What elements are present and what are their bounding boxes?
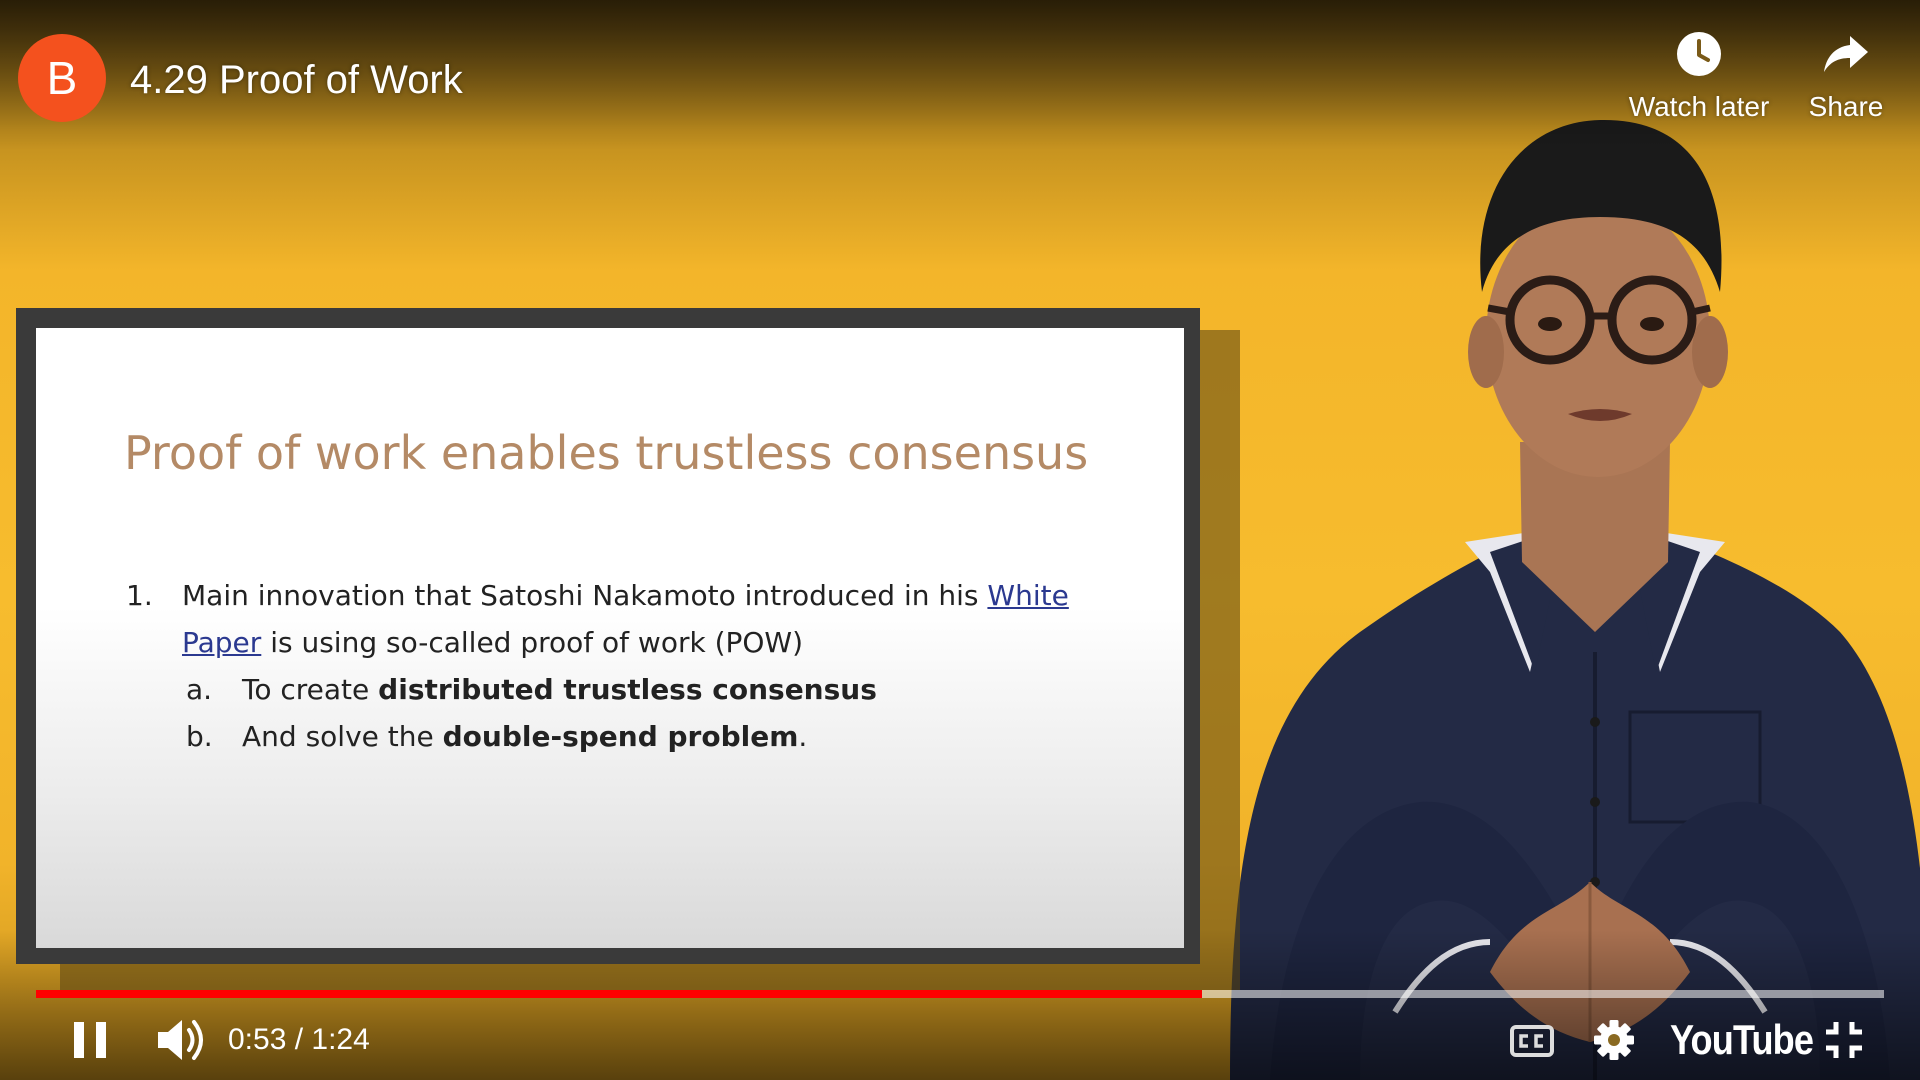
time-separator: / [286,1023,312,1056]
video-title[interactable]: 4.29 Proof of Work [130,58,463,102]
list-letter: b. [186,720,213,753]
closed-captions-icon [1510,1025,1554,1057]
top-gradient-overlay [0,0,1920,150]
list-item-text: Main innovation that Satoshi Nakamoto in… [182,579,988,612]
list-number: 1. [126,579,153,612]
play-pause-button[interactable] [66,1010,116,1070]
list-subitem: b. And solve the double-spend problem. [126,713,1126,760]
list-subitem-suffix: . [798,720,808,753]
clock-icon [1677,32,1721,76]
youtube-logo[interactable]: YouTube [1670,1016,1814,1063]
list-subitem-text: And solve the [242,720,443,753]
presentation-slide: Proof of work enables trustless consensu… [36,328,1184,948]
slide-title: Proof of work enables trustless consensu… [124,426,1089,480]
progress-played [36,990,1203,998]
list-item-text-continued: is using so-called proof of work (POW) [261,626,804,659]
pause-icon [74,1022,106,1058]
list-subitem-bold: distributed trustless consensus [378,673,877,706]
settings-button[interactable] [1590,1010,1638,1070]
total-time: 1:24 [311,1023,370,1056]
current-time: 0:53 [228,1023,287,1056]
exit-fullscreen-button[interactable] [1820,1010,1868,1070]
time-display: 0:53 / 1:24 [228,1020,370,1060]
exit-fullscreen-icon [1826,1022,1862,1058]
volume-button[interactable] [152,1010,212,1070]
share-label: Share [1808,91,1884,122]
progress-bar[interactable] [36,990,1884,998]
list-item: 1. Main innovation that Satoshi Nakamoto… [126,572,1126,666]
gear-icon [1594,1020,1634,1060]
list-subitem-text: To create [242,673,379,706]
watch-later-label: Watch later [1628,91,1770,122]
channel-avatar[interactable]: B [18,34,106,122]
white-paper-link[interactable]: White [987,579,1069,612]
volume-icon [158,1020,203,1060]
share-arrow-icon [1824,36,1868,72]
list-letter: a. [186,673,213,706]
share-button[interactable]: Share [1771,30,1920,123]
white-paper-link-continued[interactable]: Paper [182,626,262,659]
control-bar: 0:53 / 1:24 [0,1010,1920,1070]
closed-captions-button[interactable] [1508,1010,1556,1070]
watch-later-button[interactable]: Watch later [1624,30,1774,123]
slide-bullet-list: 1. Main innovation that Satoshi Nakamoto… [126,572,1126,760]
list-subitem-bold: double-spend problem [442,720,799,753]
list-subitem: a. To create distributed trustless conse… [126,666,1126,713]
